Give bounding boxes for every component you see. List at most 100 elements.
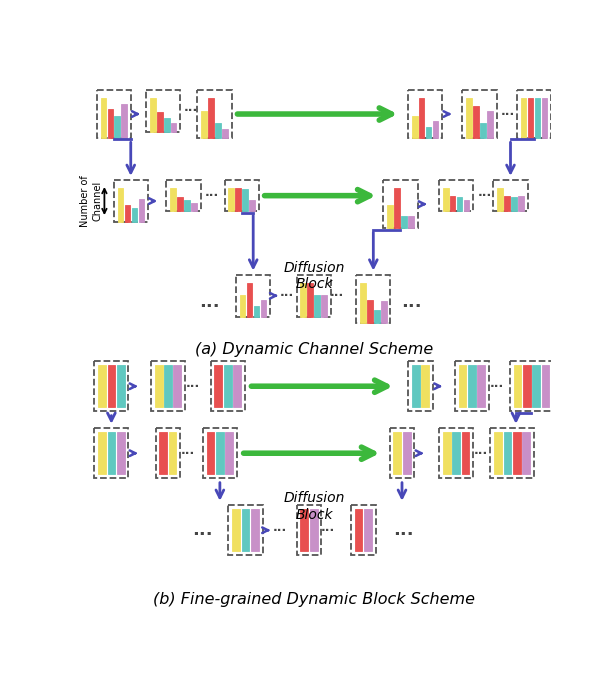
Bar	[121, 104, 127, 138]
Bar	[164, 118, 170, 132]
Text: Diffusion
Block: Diffusion Block	[284, 491, 345, 522]
Bar	[374, 310, 379, 323]
Bar	[297, 505, 321, 555]
Bar	[261, 300, 266, 316]
Bar	[390, 428, 414, 478]
Bar	[169, 432, 176, 475]
Bar	[236, 188, 241, 211]
Bar	[207, 432, 214, 475]
Bar	[114, 180, 148, 222]
Bar	[412, 365, 420, 407]
Text: ...: ...	[394, 522, 414, 539]
Bar	[408, 90, 442, 138]
Bar	[315, 295, 320, 316]
Text: ···: ···	[321, 524, 335, 537]
Bar	[458, 365, 466, 407]
Text: (b) Fine-grained Dynamic Block Scheme: (b) Fine-grained Dynamic Block Scheme	[152, 592, 475, 607]
Bar	[450, 195, 455, 211]
Text: ···: ···	[181, 447, 195, 460]
Text: ···: ···	[205, 189, 219, 202]
Text: ···: ···	[330, 289, 344, 302]
Text: ...: ...	[401, 293, 422, 311]
Bar	[171, 122, 176, 132]
Bar	[477, 365, 485, 407]
Bar	[97, 90, 131, 138]
Text: ···: ···	[478, 189, 492, 202]
Bar	[498, 188, 502, 211]
Bar	[203, 428, 237, 478]
Bar	[511, 197, 517, 211]
Bar	[222, 129, 228, 138]
Bar	[242, 190, 248, 211]
Bar	[355, 509, 362, 552]
Bar	[455, 361, 489, 412]
Bar	[138, 199, 144, 222]
Bar	[198, 90, 231, 138]
Bar	[542, 365, 549, 407]
Bar	[321, 295, 327, 316]
Bar	[490, 428, 534, 478]
Bar	[403, 432, 411, 475]
Bar	[173, 365, 181, 407]
Bar	[401, 216, 406, 228]
Bar	[542, 98, 547, 138]
Bar	[412, 116, 417, 138]
Text: Number of
Channel: Number of Channel	[80, 175, 102, 227]
Bar	[201, 111, 207, 138]
Text: ···: ···	[280, 289, 294, 302]
Bar	[100, 98, 106, 138]
Bar	[242, 509, 249, 552]
Bar	[208, 98, 214, 138]
Bar	[523, 365, 531, 407]
Bar	[166, 180, 201, 211]
Bar	[251, 509, 259, 552]
Bar	[114, 116, 120, 138]
Bar	[310, 509, 318, 552]
Bar	[383, 180, 417, 228]
Bar	[132, 208, 137, 222]
Bar	[532, 365, 540, 407]
Bar	[191, 203, 196, 211]
Bar	[211, 361, 245, 412]
Bar	[125, 205, 130, 222]
Bar	[98, 432, 106, 475]
Bar	[356, 275, 390, 323]
Bar	[164, 365, 172, 407]
Bar	[522, 432, 530, 475]
Text: ···: ···	[490, 379, 504, 393]
Bar	[408, 361, 433, 412]
Bar	[150, 98, 155, 132]
Bar	[439, 180, 473, 211]
Bar	[151, 361, 185, 412]
Bar	[513, 365, 521, 407]
Bar	[108, 365, 115, 407]
Bar	[307, 283, 313, 316]
Bar	[360, 283, 365, 323]
Bar	[300, 283, 306, 316]
Bar	[493, 180, 528, 211]
Bar	[487, 111, 493, 138]
Bar	[184, 200, 190, 211]
Bar	[297, 275, 330, 316]
Bar	[98, 365, 106, 407]
Bar	[463, 90, 496, 138]
Bar	[443, 188, 449, 211]
Bar	[443, 432, 451, 475]
Bar	[473, 106, 479, 138]
Bar	[422, 365, 429, 407]
Bar	[480, 122, 486, 138]
Text: ...: ...	[193, 522, 213, 539]
Bar	[367, 300, 373, 323]
Bar	[118, 188, 123, 222]
Bar	[236, 275, 271, 316]
Bar	[510, 361, 553, 412]
Bar	[452, 432, 460, 475]
Bar	[225, 180, 259, 211]
Bar	[521, 98, 526, 138]
Bar	[155, 428, 181, 478]
Bar	[517, 90, 551, 138]
Text: ···: ···	[272, 524, 286, 537]
Bar	[117, 432, 125, 475]
Bar	[461, 432, 469, 475]
Bar	[364, 509, 371, 552]
